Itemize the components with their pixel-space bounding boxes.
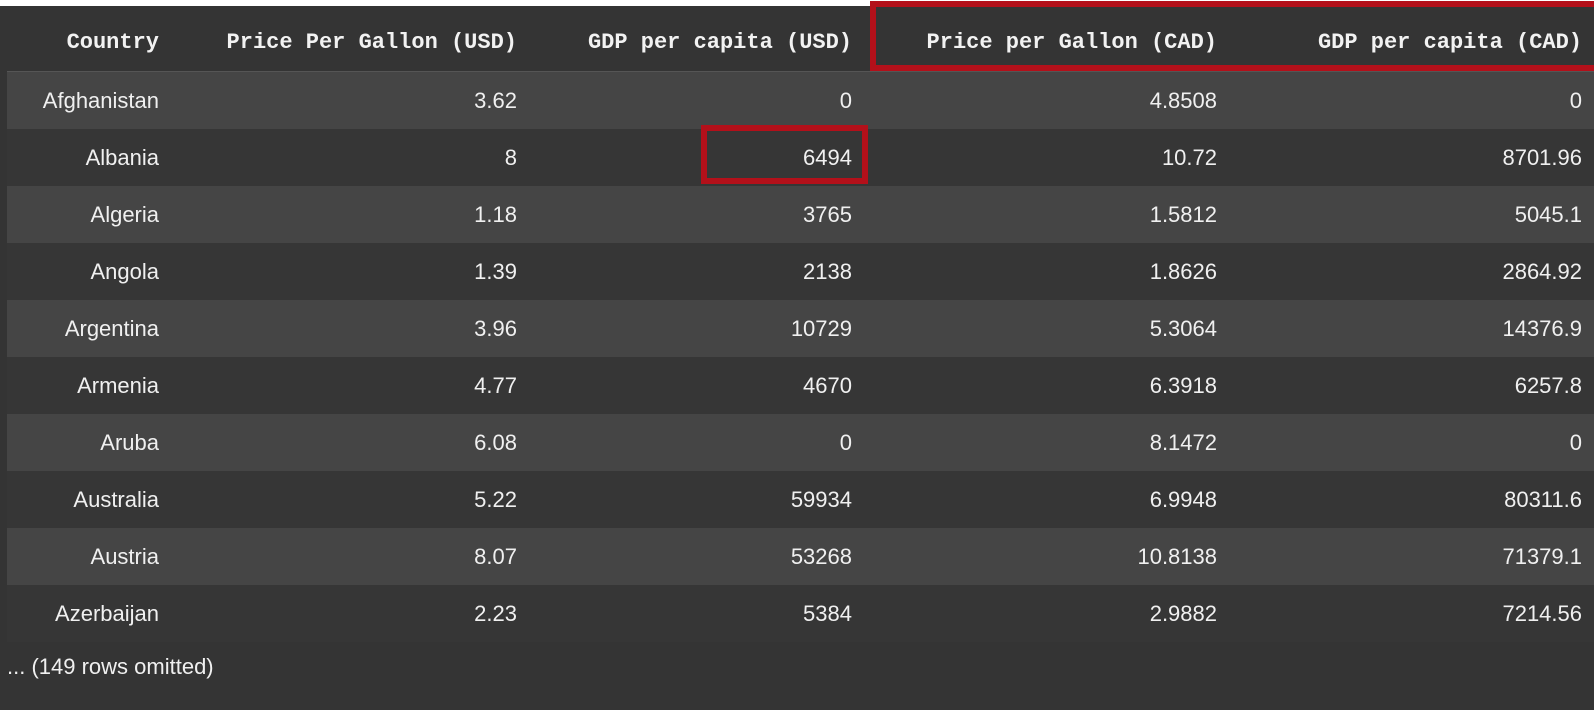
cell-gdp-cad: 0 (1569, 87, 1582, 113)
table-row: Armenia 4.77 4670 6.3918 6257.8 (7, 357, 1594, 414)
cell-price-cad: 1.8626 (1149, 258, 1217, 284)
cell-gdp-cad: 71379.1 (1502, 543, 1582, 569)
table-header: Country Price Per Gallon (USD) GDP per c… (7, 14, 1594, 72)
cell-price-usd: 3.62 (474, 87, 517, 113)
cell-price-cad: 6.9948 (1149, 486, 1217, 512)
cell-price-usd: 8 (504, 144, 517, 170)
cell-country: Austria (90, 543, 159, 569)
table-row: Aruba 6.08 0 8.1472 0 (7, 414, 1594, 471)
cell-price-usd: 1.18 (474, 201, 517, 227)
cell-price-usd: 1.39 (474, 258, 517, 284)
column-header-price-usd: Price Per Gallon (USD) (164, 14, 529, 72)
cell-gdp-cad: 6257.8 (1514, 372, 1582, 398)
cell-price-cad: 10.8138 (1137, 543, 1217, 569)
table-row: Angola 1.39 2138 1.8626 2864.92 (7, 243, 1594, 300)
table-row: Austria 8.07 53268 10.8138 71379.1 (7, 528, 1594, 585)
table-row: Argentina 3.96 10729 5.3064 14376.9 (7, 300, 1594, 357)
table-row: Azerbaijan 2.23 5384 2.9882 7214.56 (7, 585, 1594, 642)
cell-gdp-cad: 0 (1569, 429, 1582, 455)
cell-country: Afghanistan (42, 87, 159, 113)
cell-price-cad: 6.3918 (1149, 372, 1217, 398)
cell-country: Argentina (64, 315, 159, 341)
cell-country: Angola (90, 258, 159, 284)
column-header-country: Country (7, 14, 164, 72)
table-body: Afghanistan 3.62 0 4.8508 0 Albania 8 6494 10.72… (7, 71, 1594, 642)
cell-gdp-usd: 53268 (790, 543, 852, 569)
cell-gdp-usd: 2138 (803, 258, 852, 284)
data-table: Country Price Per Gallon (USD) GDP per c… (7, 14, 1594, 642)
cell-gdp-usd: 0 (839, 87, 852, 113)
column-header-gdp-usd: GDP per capita (USD) (529, 14, 864, 72)
cell-price-usd: 6.08 (474, 429, 517, 455)
column-header-gdp-cad: GDP per capita (CAD) (1229, 14, 1594, 72)
cell-country: Aruba (100, 429, 159, 455)
cell-price-cad: 4.8508 (1149, 87, 1217, 113)
cell-gdp-usd: 6494 (803, 144, 852, 170)
cell-price-usd: 8.07 (474, 543, 517, 569)
table-row: Albania 8 6494 10.72 8701.96 (7, 129, 1594, 186)
cell-gdp-cad: 7214.56 (1502, 600, 1582, 626)
cell-country: Algeria (90, 201, 159, 227)
omitted-rows-note: ... (149 rows omitted) (7, 654, 214, 679)
cell-price-usd: 3.96 (474, 315, 517, 341)
cell-gdp-usd: 10729 (790, 315, 852, 341)
column-header-price-cad: Price per Gallon (CAD) (864, 14, 1229, 72)
cell-country: Australia (73, 486, 159, 512)
cell-gdp-cad: 5045.1 (1514, 201, 1582, 227)
cell-price-cad: 1.5812 (1149, 201, 1217, 227)
cell-country: Azerbaijan (55, 600, 159, 626)
cell-price-cad: 8.1472 (1149, 429, 1217, 455)
cell-gdp-cad: 8701.96 (1502, 144, 1582, 170)
cell-gdp-usd: 3765 (803, 201, 852, 227)
cell-country: Albania (85, 144, 159, 170)
table-row: Afghanistan 3.62 0 4.8508 0 (7, 71, 1594, 129)
cell-gdp-cad: 14376.9 (1502, 315, 1582, 341)
cell-gdp-cad: 80311.6 (1504, 486, 1582, 512)
header-row: Country Price Per Gallon (USD) GDP per c… (7, 14, 1594, 72)
data-table-container: Country Price Per Gallon (USD) GDP per c… (7, 14, 1594, 642)
cell-price-cad: 2.9882 (1149, 600, 1217, 626)
cell-price-usd: 2.23 (474, 600, 517, 626)
cell-gdp-usd: 59934 (790, 486, 852, 512)
cell-price-cad: 10.72 (1161, 144, 1217, 170)
cell-price-usd: 5.22 (474, 486, 517, 512)
cell-gdp-usd: 5384 (803, 600, 852, 626)
table-row: Algeria 1.18 3765 1.5812 5045.1 (7, 186, 1594, 243)
table-row: Australia 5.22 59934 6.9948 80311.6 (7, 471, 1594, 528)
cell-gdp-usd: 0 (839, 429, 852, 455)
cell-gdp-usd: 4670 (803, 372, 852, 398)
cell-price-cad: 5.3064 (1149, 315, 1217, 341)
cell-price-usd: 4.77 (474, 372, 517, 398)
cell-gdp-cad: 2864.92 (1502, 258, 1582, 284)
cell-country: Armenia (77, 372, 159, 398)
top-edge-strip (0, 0, 1594, 6)
